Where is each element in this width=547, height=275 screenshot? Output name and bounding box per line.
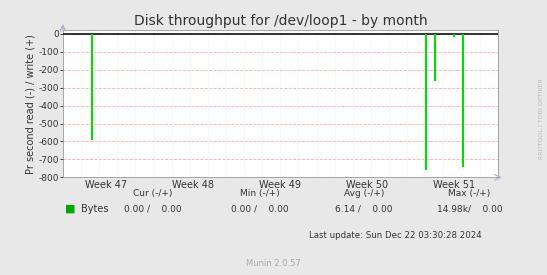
Text: 0.00 /    0.00: 0.00 / 0.00 bbox=[124, 205, 182, 213]
Text: Last update: Sun Dec 22 03:30:28 2024: Last update: Sun Dec 22 03:30:28 2024 bbox=[309, 231, 481, 240]
Text: Cur (-/+): Cur (-/+) bbox=[133, 189, 173, 198]
Text: Max (-/+): Max (-/+) bbox=[448, 189, 491, 198]
Y-axis label: Pr second read (-) / write (+): Pr second read (-) / write (+) bbox=[26, 34, 36, 174]
Text: 14.98k/    0.00: 14.98k/ 0.00 bbox=[437, 205, 502, 213]
Text: Avg (-/+): Avg (-/+) bbox=[344, 189, 384, 198]
Text: RRDTOOL / TOBI OETIKER: RRDTOOL / TOBI OETIKER bbox=[538, 78, 543, 159]
Text: ■: ■ bbox=[65, 204, 75, 214]
Text: Min (-/+): Min (-/+) bbox=[240, 189, 280, 198]
Text: 6.14 /    0.00: 6.14 / 0.00 bbox=[335, 205, 393, 213]
Title: Disk throughput for /dev/loop1 - by month: Disk throughput for /dev/loop1 - by mont… bbox=[133, 14, 427, 28]
Text: Munin 2.0.57: Munin 2.0.57 bbox=[246, 260, 301, 268]
Text: Bytes: Bytes bbox=[81, 204, 108, 214]
Text: 0.00 /    0.00: 0.00 / 0.00 bbox=[231, 205, 289, 213]
